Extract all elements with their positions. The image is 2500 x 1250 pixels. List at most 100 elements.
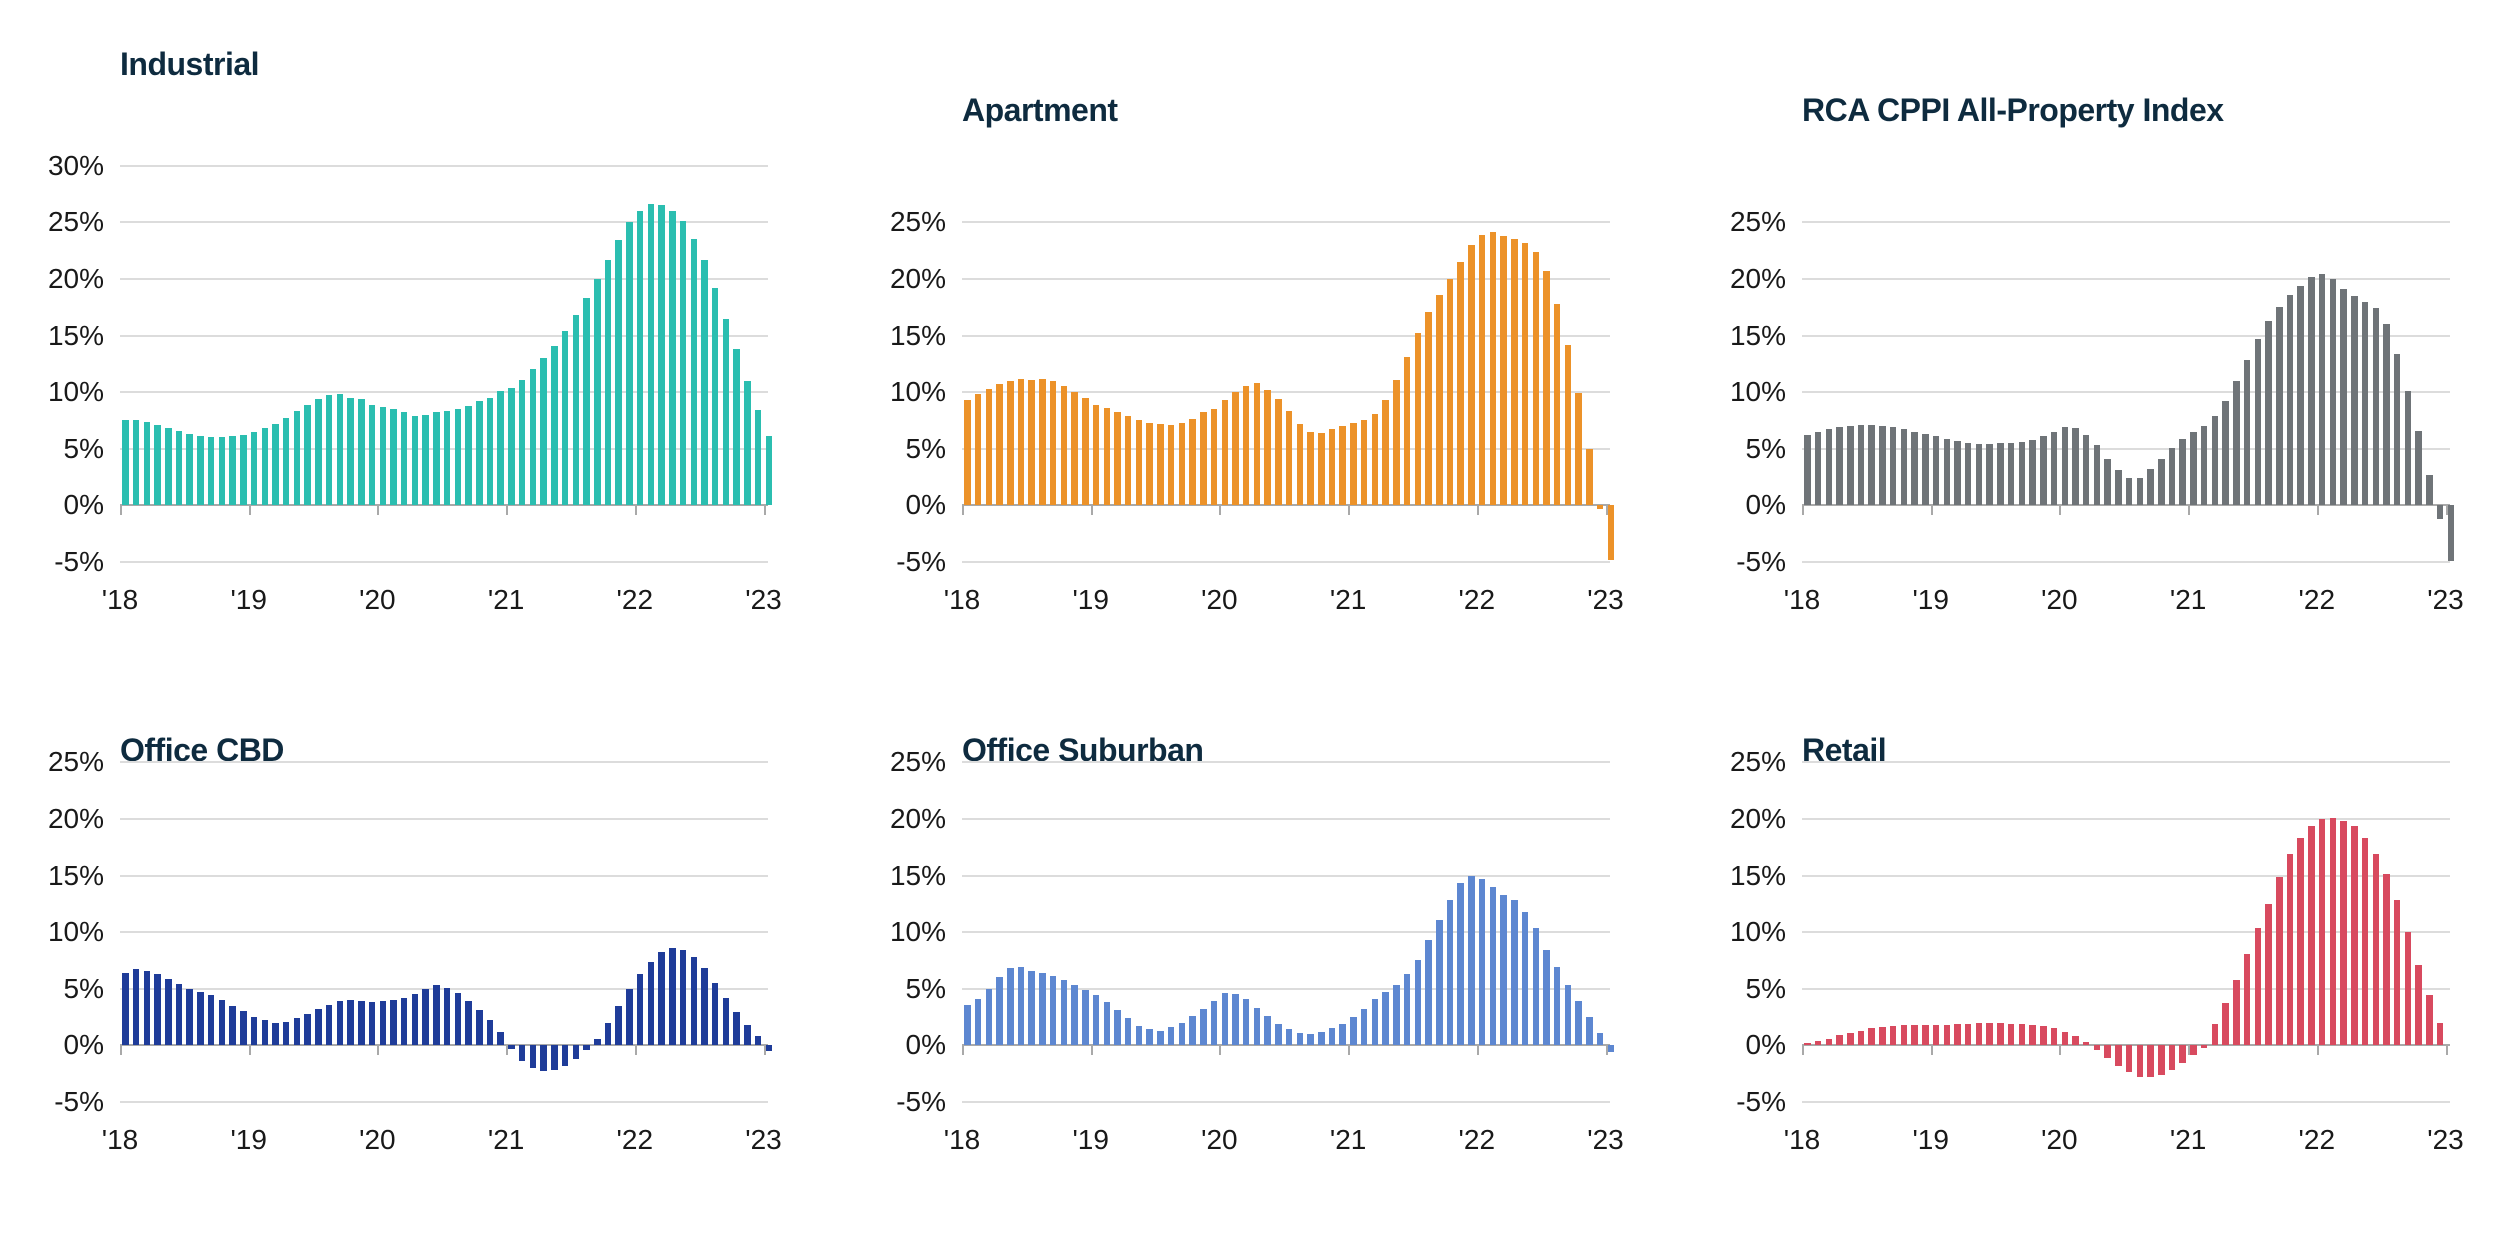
- y-tick-label: 25%: [47, 206, 104, 238]
- x-axis-tick: [1605, 505, 1608, 516]
- bar-apartment-47: [1468, 244, 1475, 506]
- bar-retail-21: [2029, 1024, 2036, 1046]
- y-tick-label: 15%: [47, 859, 104, 891]
- bar-office-cbd-32: [465, 1001, 472, 1046]
- bar-retail-33: [2158, 1045, 2165, 1075]
- bar-apartment-29: [1275, 398, 1282, 506]
- bar-office-cbd-37: [518, 1045, 526, 1062]
- bar-rca-cppi-all-property-41: [2243, 360, 2251, 506]
- y-tick-label: 15%: [889, 319, 946, 351]
- bar-office-suburban-26: [1242, 998, 1250, 1046]
- bar-rca-cppi-all-property-46: [2297, 285, 2304, 506]
- bar-office-cbd-11: [240, 1011, 247, 1046]
- bar-rca-cppi-all-property-3: [1836, 427, 1843, 506]
- bar-apartment-10: [1071, 392, 1078, 506]
- bar-retail-10: [1911, 1024, 1918, 1046]
- x-tick-label: '23: [1587, 584, 1624, 615]
- bar-apartment-34: [1328, 429, 1336, 506]
- bar-retail-17: [1986, 1022, 1993, 1046]
- bar-apartment-56: [1564, 344, 1572, 506]
- x-tick-label: '18: [101, 584, 139, 615]
- bar-office-suburban-8: [1049, 976, 1057, 1046]
- bar-office-suburban-17: [1146, 1029, 1153, 1046]
- bar-rca-cppi-all-property-7: [1879, 426, 1886, 506]
- x-axis-tick: [248, 505, 251, 516]
- bar-industrial-50: [658, 205, 665, 506]
- x-axis-tick: [2445, 505, 2448, 516]
- gridline-20: [120, 817, 768, 820]
- x-axis-tick: [1476, 1045, 1479, 1056]
- bar-retail-9: [1900, 1024, 1908, 1046]
- bar-office-suburban-0: [964, 1004, 971, 1046]
- bar-office-cbd-9: [218, 1000, 226, 1046]
- bar-retail-55: [2393, 900, 2401, 1046]
- bar-rca-cppi-all-property-38: [2211, 415, 2219, 506]
- bar-apartment-49: [1489, 232, 1497, 506]
- y-tick-label: 15%: [1729, 319, 1786, 351]
- bar-office-suburban-50: [1500, 894, 1507, 1046]
- bar-retail-29: [2115, 1045, 2122, 1066]
- x-axis-tick: [2059, 505, 2062, 516]
- gridline-10: [962, 931, 1610, 934]
- bar-industrial-33: [476, 401, 483, 506]
- bar-office-cbd-41: [561, 1045, 569, 1066]
- bar-industrial-25: [390, 409, 397, 506]
- gridline-5: [1802, 447, 2450, 450]
- bar-retail-13: [1943, 1024, 1951, 1046]
- bar-office-cbd-49: [647, 961, 655, 1046]
- x-tick-label: '20: [359, 584, 396, 615]
- bar-industrial-56: [722, 318, 730, 506]
- bar-industrial-29: [433, 412, 440, 506]
- y-tick-label: 10%: [889, 376, 946, 408]
- bar-office-cbd-55: [711, 983, 719, 1046]
- bar-office-cbd-3: [154, 973, 161, 1046]
- bar-rca-cppi-all-property-0: [1804, 435, 1811, 506]
- bar-rca-cppi-all-property-6: [1868, 424, 1875, 506]
- x-tick-label: '20: [2041, 1124, 2078, 1155]
- bar-office-cbd-10: [229, 1005, 236, 1046]
- bar-apartment-33: [1318, 432, 1325, 506]
- bar-industrial-7: [197, 436, 204, 506]
- bar-industrial-9: [218, 437, 226, 506]
- bar-office-cbd-18: [315, 1009, 322, 1046]
- bar-retail-5: [1857, 1030, 1865, 1046]
- bar-office-suburban-44: [1436, 919, 1443, 1046]
- bar-apartment-1: [974, 394, 982, 506]
- bar-office-suburban-39: [1382, 992, 1389, 1046]
- gridline--5: [120, 560, 768, 563]
- bar-office-suburban-46: [1457, 883, 1464, 1046]
- x-tick-label: '19: [1072, 584, 1109, 615]
- bar-office-suburban-10: [1071, 985, 1078, 1046]
- bar-rca-cppi-all-property-17: [1986, 444, 1993, 506]
- bar-office-cbd-17: [304, 1013, 311, 1046]
- bar-industrial-26: [400, 412, 408, 506]
- bar-office-suburban-38: [1371, 998, 1379, 1046]
- bar-rca-cppi-all-property-13: [1943, 438, 1951, 506]
- bar-office-suburban-14: [1114, 1010, 1121, 1046]
- bar-industrial-10: [229, 436, 236, 506]
- bar-office-suburban-28: [1264, 1015, 1271, 1046]
- x-tick-label: '21: [487, 584, 525, 615]
- bar-retail-40: [2233, 979, 2240, 1046]
- bar-rca-cppi-all-property-52: [2361, 301, 2369, 506]
- bar-retail-19: [2007, 1023, 2015, 1046]
- x-axis-tick: [1219, 1045, 1222, 1056]
- bar-office-suburban-60: [1607, 1045, 1615, 1053]
- gridline-20: [1802, 277, 2450, 280]
- bar-rca-cppi-all-property-23: [2050, 431, 2058, 506]
- gridline--5: [1802, 560, 2450, 563]
- chart-title-office-cbd: Office CBD: [120, 732, 284, 768]
- y-tick-label: -5%: [54, 545, 104, 577]
- bar-apartment-60: [1607, 505, 1615, 560]
- y-tick-label: 5%: [1745, 432, 1786, 464]
- bar-apartment-8: [1049, 380, 1057, 506]
- bar-rca-cppi-all-property-32: [2147, 469, 2154, 506]
- bar-retail-38: [2211, 1023, 2219, 1046]
- x-tick-label: '22: [616, 584, 654, 615]
- bar-apartment-5: [1017, 378, 1025, 506]
- bar-office-cbd-28: [422, 988, 429, 1046]
- bar-retail-7: [1879, 1027, 1886, 1046]
- x-tick-label: '22: [2298, 584, 2336, 615]
- bar-industrial-41: [561, 330, 569, 506]
- bar-retail-3: [1836, 1035, 1843, 1046]
